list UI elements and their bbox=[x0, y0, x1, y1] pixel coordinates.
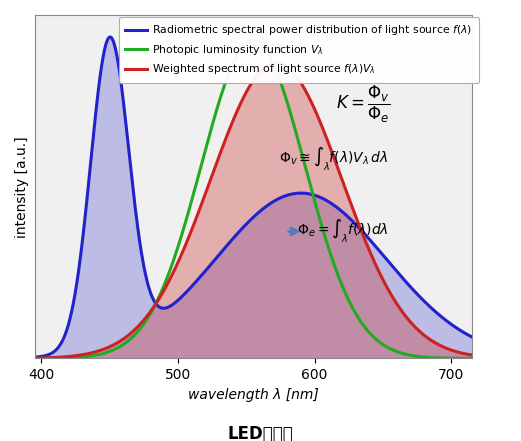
Weighted spectrum of light source $f(\lambda)V_\lambda$ bbox=[456, 350, 462, 355]
Radiometric spectral power distribution of light source $f(\lambda)$ bbox=[31, 355, 38, 360]
Legend: Radiometric spectral power distribution of light source $f(\lambda)$, Photopic l: Radiometric spectral power distribution … bbox=[119, 17, 479, 83]
Photopic luminosity function $V_\lambda$ bbox=[376, 339, 382, 344]
Weighted spectrum of light source $f(\lambda)V_\lambda$ bbox=[232, 112, 239, 117]
Radiometric spectral power distribution of light source $f(\lambda)$ bbox=[376, 248, 382, 253]
Weighted spectrum of light source $f(\lambda)V_\lambda$ bbox=[31, 355, 38, 361]
Radiometric spectral power distribution of light source $f(\lambda)$ bbox=[107, 34, 113, 40]
Radiometric spectral power distribution of light source $f(\lambda)$ bbox=[456, 327, 462, 332]
Photopic luminosity function $V_\lambda$ bbox=[244, 40, 250, 45]
Radiometric spectral power distribution of light source $f(\lambda)$ bbox=[244, 220, 251, 226]
Photopic luminosity function $V_\lambda$ bbox=[456, 356, 462, 361]
Photopic luminosity function $V_\lambda$ bbox=[468, 356, 475, 361]
Text: LED的定义: LED的定义 bbox=[228, 425, 293, 441]
Weighted spectrum of light source $f(\lambda)V_\lambda$ bbox=[376, 269, 382, 274]
Photopic luminosity function $V_\lambda$ bbox=[250, 38, 256, 43]
Photopic luminosity function $V_\lambda$ bbox=[31, 356, 38, 361]
Weighted spectrum of light source $f(\lambda)V_\lambda$ bbox=[273, 60, 279, 65]
Line: Radiometric spectral power distribution of light source $f(\lambda)$: Radiometric spectral power distribution … bbox=[34, 37, 472, 357]
Text: $K=\dfrac{\Phi_v}{\Phi_e}$: $K=\dfrac{\Phi_v}{\Phi_e}$ bbox=[336, 84, 390, 125]
Y-axis label: intensity [a.u.]: intensity [a.u.] bbox=[15, 136, 29, 238]
Weighted spectrum of light source $f(\lambda)V_\lambda$ bbox=[468, 352, 475, 358]
Text: $\Phi_e = \int_{\lambda} f(\lambda) d\lambda$: $\Phi_e = \int_{\lambda} f(\lambda) d\la… bbox=[297, 218, 389, 245]
X-axis label: wavelength λ [nm]: wavelength λ [nm] bbox=[188, 388, 318, 402]
Text: $\Phi_v \cong \int_{\lambda} f(\lambda) V_\lambda \, d\lambda$: $\Phi_v \cong \int_{\lambda} f(\lambda) … bbox=[279, 146, 389, 173]
Radiometric spectral power distribution of light source $f(\lambda)$ bbox=[54, 347, 60, 352]
Weighted spectrum of light source $f(\lambda)V_\lambda$ bbox=[456, 350, 462, 355]
Photopic luminosity function $V_\lambda$ bbox=[456, 356, 462, 361]
Line: Weighted spectrum of light source $f(\lambda)V_\lambda$: Weighted spectrum of light source $f(\la… bbox=[34, 63, 472, 358]
Weighted spectrum of light source $f(\lambda)V_\lambda$ bbox=[54, 355, 60, 360]
Photopic luminosity function $V_\lambda$ bbox=[232, 56, 239, 61]
Radiometric spectral power distribution of light source $f(\lambda)$ bbox=[456, 327, 462, 332]
Radiometric spectral power distribution of light source $f(\lambda)$ bbox=[232, 233, 239, 238]
Line: Photopic luminosity function $V_\lambda$: Photopic luminosity function $V_\lambda$ bbox=[34, 41, 472, 359]
Photopic luminosity function $V_\lambda$ bbox=[54, 355, 60, 361]
Radiometric spectral power distribution of light source $f(\lambda)$ bbox=[468, 334, 475, 340]
Weighted spectrum of light source $f(\lambda)V_\lambda$ bbox=[244, 88, 250, 93]
